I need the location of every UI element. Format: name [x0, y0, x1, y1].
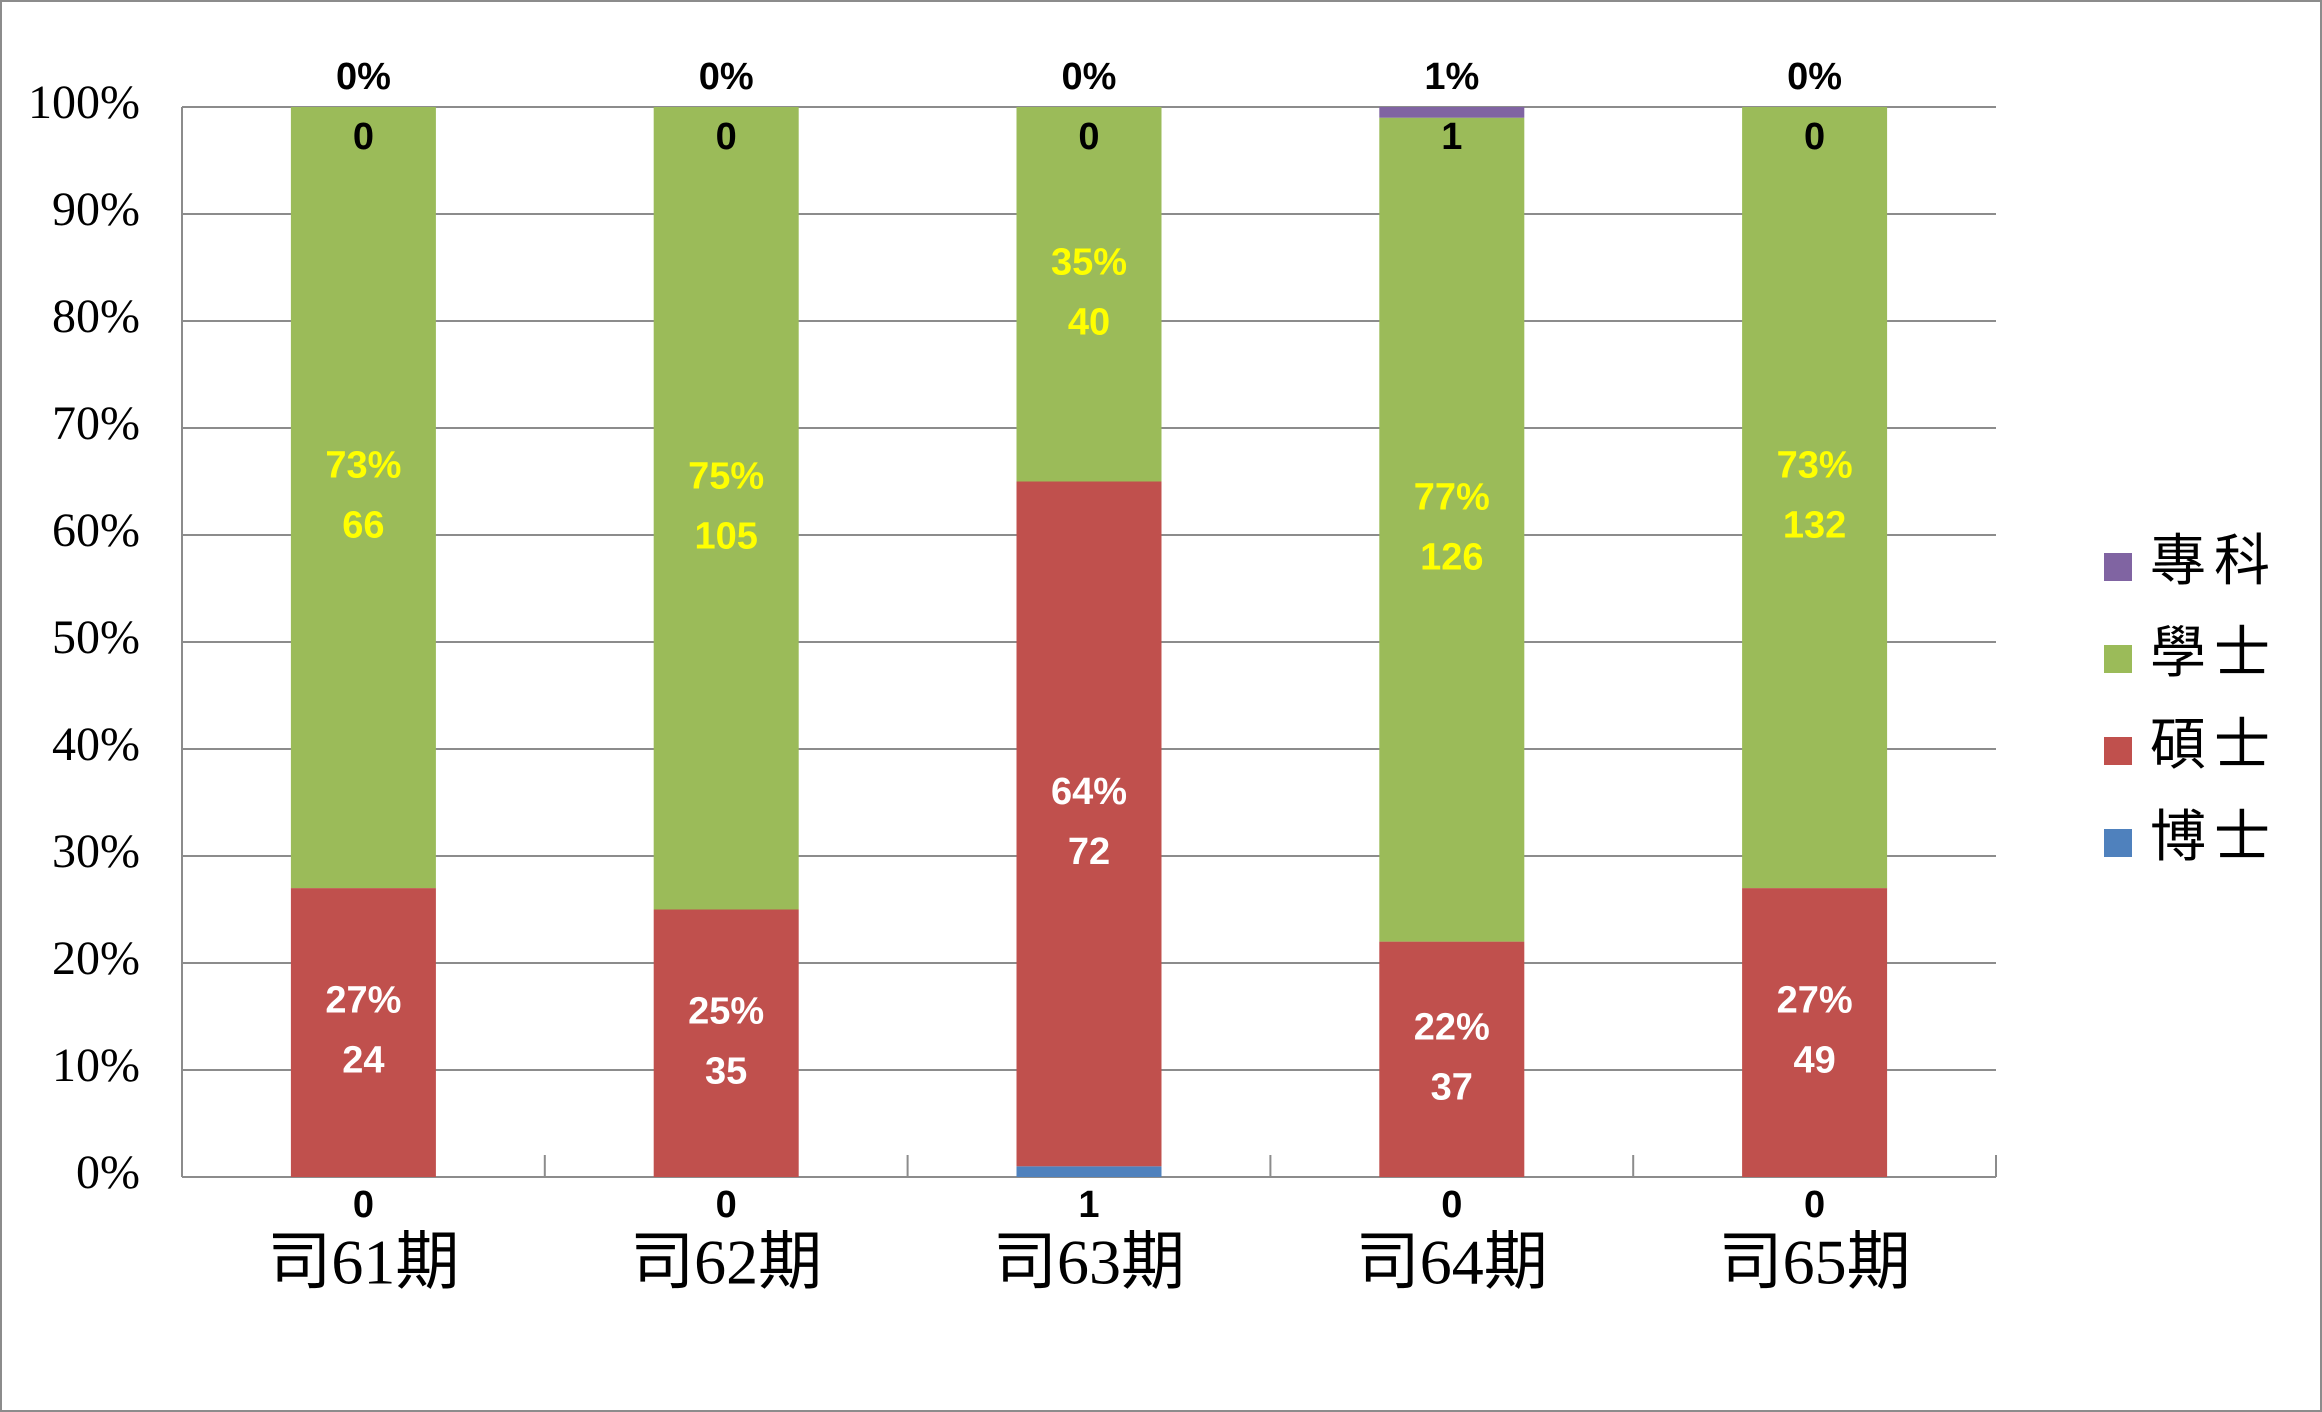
x-tick-label: 司65期 — [1719, 1227, 1911, 1298]
data-label: 0% — [699, 56, 754, 98]
count-label: 66 — [342, 505, 384, 547]
legend-swatch — [2104, 737, 2132, 765]
data-label: 25% — [688, 990, 764, 1032]
count-label: 0 — [716, 1184, 737, 1226]
data-label: 22% — [1414, 1006, 1490, 1048]
x-tick-label: 司63期 — [993, 1227, 1185, 1298]
count-label: 105 — [694, 515, 757, 557]
count-label: 72 — [1068, 831, 1110, 873]
count-label: 35 — [705, 1050, 747, 1092]
legend-swatch — [2104, 829, 2132, 857]
count-label: 0 — [716, 116, 737, 158]
legend-label: 碩士 — [2150, 715, 2278, 777]
legend-swatch — [2104, 553, 2132, 581]
x-tick-label: 司61期 — [267, 1227, 459, 1298]
bar-segment — [1742, 888, 1888, 1177]
data-label: 1% — [1424, 56, 1479, 98]
legend-label: 博士 — [2150, 807, 2278, 869]
count-label: 1 — [1441, 116, 1462, 158]
data-label: 35% — [1051, 241, 1127, 283]
bar-segment — [1379, 941, 1525, 1177]
bar-segment — [290, 107, 436, 889]
legend-swatch — [2104, 645, 2132, 673]
y-tick-label: 0% — [76, 1146, 140, 1199]
y-tick-label: 100% — [28, 76, 140, 129]
count-label: 0 — [353, 1184, 374, 1226]
data-label: 64% — [1051, 771, 1127, 813]
bar-segment — [653, 107, 799, 910]
count-label: 0 — [1078, 116, 1099, 158]
bar-segment — [653, 909, 799, 1177]
bar-segment — [1379, 107, 1525, 118]
y-tick-label: 60% — [52, 504, 140, 557]
count-label: 0 — [353, 116, 374, 158]
data-label: 0% — [336, 56, 391, 98]
data-label: 73% — [325, 445, 401, 487]
data-label: 27% — [1777, 980, 1853, 1022]
legend-label: 學士 — [2150, 623, 2278, 685]
bar-segment — [1016, 481, 1162, 1167]
legend-label: 專科 — [2150, 531, 2278, 593]
count-label: 0 — [1804, 1184, 1825, 1226]
y-tick-label: 20% — [52, 932, 140, 985]
bar-segment — [1742, 107, 1888, 889]
x-tick-label: 司62期 — [630, 1227, 822, 1298]
y-tick-label: 90% — [52, 183, 140, 236]
count-label: 24 — [342, 1040, 384, 1082]
count-label: 0 — [1804, 116, 1825, 158]
count-label: 40 — [1068, 301, 1110, 343]
y-tick-label: 70% — [52, 397, 140, 450]
x-tick-label: 司64期 — [1356, 1227, 1548, 1298]
y-tick-label: 50% — [52, 611, 140, 664]
data-label: 73% — [1777, 445, 1853, 487]
y-tick-label: 30% — [52, 825, 140, 878]
data-label: 0% — [1062, 56, 1117, 98]
count-label: 132 — [1783, 505, 1846, 547]
data-label: 0% — [1787, 56, 1842, 98]
bar-segment — [290, 888, 436, 1177]
count-label: 37 — [1431, 1066, 1473, 1108]
data-label: 77% — [1414, 477, 1490, 519]
bar-segment — [1016, 1166, 1162, 1177]
count-label: 49 — [1793, 1040, 1835, 1082]
y-tick-label: 40% — [52, 718, 140, 771]
count-label: 1 — [1078, 1184, 1099, 1226]
bar-segment — [1016, 107, 1162, 482]
y-tick-label: 80% — [52, 290, 140, 343]
data-label: 75% — [688, 455, 764, 497]
data-label: 27% — [325, 980, 401, 1022]
bar-segment — [1379, 117, 1525, 942]
count-label: 126 — [1420, 537, 1483, 579]
count-label: 0 — [1441, 1184, 1462, 1226]
y-tick-label: 10% — [52, 1039, 140, 1092]
